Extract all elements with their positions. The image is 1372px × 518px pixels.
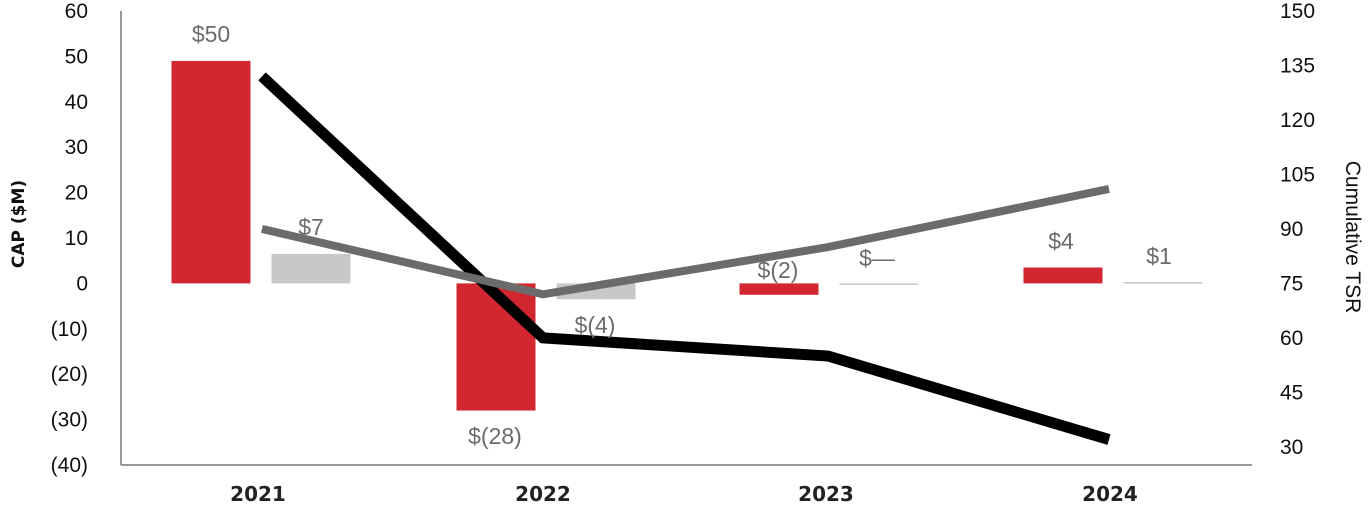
y2-tick-label: 105 (1280, 163, 1315, 186)
bars-layer (171, 60, 1203, 411)
y-tick-label: (20) (51, 363, 88, 386)
data-label: $(4) (575, 312, 616, 338)
bar (1023, 267, 1103, 284)
lines-layer (258, 72, 1111, 445)
data-label: $(2) (758, 257, 799, 283)
bar (739, 283, 819, 295)
data-label: $4 (1048, 228, 1074, 254)
y2-tick-labels: 150 135 120 105 90 75 60 45 30 (1280, 0, 1315, 459)
y-tick-label: 10 (65, 227, 88, 250)
y-axis-label: CAP ($M) (9, 180, 29, 268)
y2-axis-label: Cumulative TSR (1341, 161, 1364, 314)
y2-tick-label: 75 (1280, 272, 1303, 295)
y-tick-label: 0 (76, 272, 88, 295)
bar (1123, 282, 1203, 284)
y2-tick-label: 60 (1280, 327, 1303, 350)
y-tick-label: 30 (65, 136, 88, 159)
y-tick-label: 20 (65, 182, 88, 205)
x-tick-label: 2022 (515, 482, 571, 506)
y2-tick-label: 120 (1280, 109, 1315, 132)
data-labels: $50 $(28) $(2) $4 $7 $(4) $— $1 (192, 21, 1172, 449)
data-label: $1 (1146, 243, 1172, 269)
y2-tick-label: 135 (1280, 54, 1315, 77)
x-tick-label: 2023 (798, 482, 854, 506)
y-tick-label: 40 (65, 91, 88, 114)
data-label: $50 (192, 21, 230, 47)
data-label: $— (859, 245, 895, 271)
y2-tick-label: 150 (1280, 0, 1315, 23)
y-tick-label: (40) (51, 454, 88, 477)
tsr-line (261, 185, 1110, 299)
y-tick-label: (30) (51, 409, 88, 432)
tsr-line (258, 72, 1111, 445)
bar (271, 253, 351, 284)
y2-tick-label: 45 (1280, 381, 1303, 404)
y2-tick-label: 30 (1280, 436, 1303, 459)
bar (171, 60, 251, 284)
y-tick-labels: 60 50 40 30 20 10 0 (10) (20) (30) (40) (51, 0, 88, 477)
bar (456, 283, 536, 411)
x-tick-label: 2021 (230, 482, 286, 506)
x-tick-labels: 2021 2022 2023 2024 (230, 482, 1138, 506)
data-label: $7 (298, 214, 324, 240)
y2-tick-label: 90 (1280, 218, 1303, 241)
bar (839, 283, 919, 285)
y-tick-label: (10) (51, 318, 88, 341)
data-label: $(28) (468, 423, 522, 449)
x-tick-label: 2024 (1082, 482, 1138, 506)
y-tick-label: 60 (65, 0, 88, 23)
y-tick-label: 50 (65, 45, 88, 68)
